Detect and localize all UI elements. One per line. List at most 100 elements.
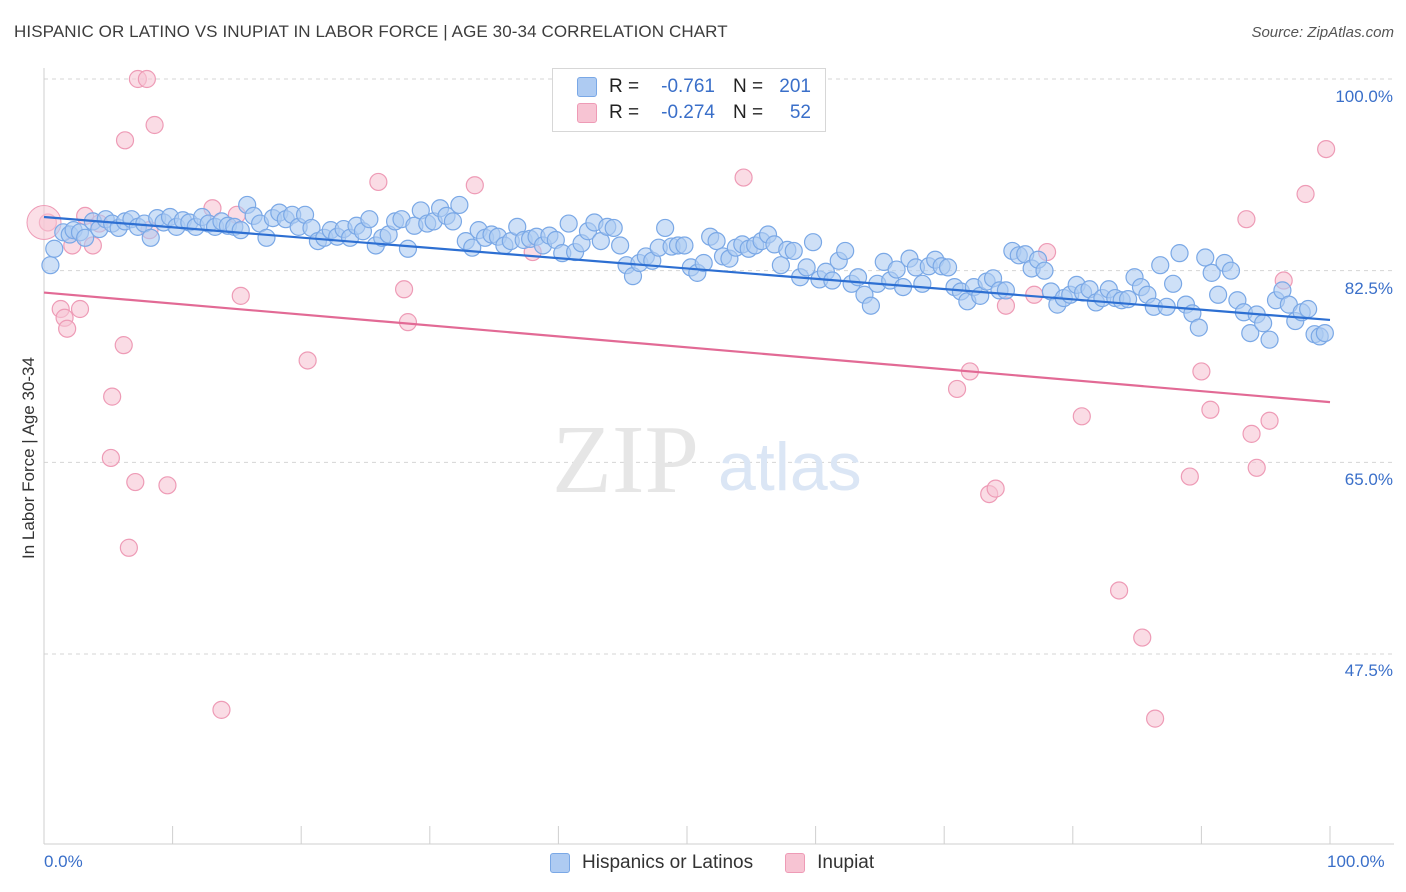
hispanic-point <box>1151 256 1170 275</box>
watermark: ZIP atlas <box>552 406 862 514</box>
inupiat-point <box>1260 411 1279 430</box>
hispanic-point <box>996 281 1016 300</box>
trend-line-hispanics <box>43 215 1331 322</box>
hispanic-point <box>1209 285 1228 304</box>
inupiat-point <box>1109 581 1129 600</box>
hispanic-point <box>141 228 160 247</box>
legend-swatch-blue <box>550 853 570 873</box>
hispanic-point <box>1164 274 1183 293</box>
inupiat-point <box>1242 424 1261 443</box>
axes <box>43 68 1394 845</box>
hispanic-point <box>1254 314 1273 333</box>
legend-n-label: N = <box>733 102 764 123</box>
y-tick-label: 100.0% <box>1335 87 1393 106</box>
hispanic-point <box>1241 323 1260 343</box>
hispanic-point <box>771 256 790 275</box>
hispanic-point <box>76 228 95 247</box>
inupiat-point <box>369 172 388 192</box>
trend-line-inupiat <box>43 291 1331 404</box>
inupiat-point <box>101 448 120 468</box>
inupiat-point-large <box>26 204 62 240</box>
y-tick-label: 47.5% <box>1344 661 1393 680</box>
inupiat-point <box>1247 458 1266 477</box>
hispanic-point <box>450 195 469 215</box>
hispanic-point <box>611 236 630 255</box>
legend-label-inupiat: Inupiat <box>817 852 875 873</box>
inupiat-point <box>137 69 156 89</box>
legend-swatch-pink <box>785 853 806 873</box>
inupiat-point <box>1296 184 1315 204</box>
inupiat-point <box>114 336 133 355</box>
hispanic-point <box>836 241 855 261</box>
legend-item-hispanics[interactable]: Hispanics or Latinos <box>550 852 753 874</box>
legend-r-label: R = <box>609 102 640 123</box>
hispanic-point <box>861 296 880 315</box>
series-hispanics <box>41 195 1334 349</box>
hispanic-point <box>1202 263 1221 282</box>
hispanic-point <box>45 239 64 258</box>
series-legend: Hispanics or Latinos Inupiat <box>550 852 906 874</box>
inupiat-point <box>158 476 177 495</box>
trend-lines <box>43 215 1331 404</box>
inupiat-point <box>394 280 414 299</box>
inupiat-point <box>734 168 753 187</box>
inupiat-point <box>70 299 90 319</box>
hispanic-point <box>1221 261 1241 280</box>
hispanic-point <box>784 241 803 261</box>
hispanic-point <box>707 231 726 251</box>
watermark-zip: ZIP <box>552 406 699 514</box>
legend-r-value: -0.274 <box>661 102 715 123</box>
inupiat-point <box>1201 400 1220 419</box>
hispanic-point <box>694 253 713 273</box>
y-tick-label: 82.5% <box>1344 279 1393 298</box>
hispanic-point <box>938 258 958 277</box>
hispanic-point <box>1260 330 1279 349</box>
x-tick-label-min: 0.0% <box>44 852 83 871</box>
inupiat-point <box>986 479 1005 498</box>
hispanic-point <box>231 221 250 240</box>
hispanic-point <box>1299 299 1318 319</box>
hispanic-point <box>360 210 379 229</box>
hispanic-point <box>41 256 60 275</box>
inupiat-point <box>58 319 77 338</box>
y-axis-label: In Labor Force | Age 30-34 <box>19 357 38 559</box>
legend-item-inupiat[interactable]: Inupiat <box>785 852 874 874</box>
inupiat-point <box>947 379 967 399</box>
hispanic-point <box>797 258 816 277</box>
inupiat-point <box>145 115 164 135</box>
hispanic-point <box>1035 261 1054 280</box>
inupiat-point <box>298 351 317 370</box>
inupiat-point <box>1133 628 1152 647</box>
hispanic-point <box>1170 244 1189 263</box>
hispanic-point <box>1189 318 1208 337</box>
x-axis-ticks <box>43 826 1331 844</box>
inupiat-point <box>103 387 122 406</box>
hispanic-point <box>675 236 694 255</box>
chart-title: HISPANIC OR LATINO VS INUPIAT IN LABOR F… <box>14 22 728 41</box>
hispanic-point <box>559 214 578 233</box>
legend-n-value: 201 <box>779 76 811 97</box>
hispanic-point <box>1315 323 1334 343</box>
x-tick-label-max: 100.0% <box>1327 852 1385 871</box>
legend-swatch-pink <box>577 103 597 123</box>
hispanic-point <box>443 212 463 231</box>
legend-r-label: R = <box>609 76 640 97</box>
legend-n-label: N = <box>733 76 764 97</box>
inupiat-point <box>1237 210 1256 229</box>
hispanic-point <box>656 218 675 238</box>
grid-lines <box>44 78 1394 655</box>
hispanic-point <box>257 228 276 247</box>
inupiat-point <box>1146 709 1165 728</box>
watermark-atlas: atlas <box>718 429 862 505</box>
inupiat-point <box>212 700 231 719</box>
series-inupiat <box>26 69 1336 728</box>
legend-label-hispanics: Hispanics or Latinos <box>582 852 754 873</box>
y-tick-label: 65.0% <box>1344 470 1393 489</box>
inupiat-point <box>231 286 250 305</box>
source-label: Source: ZipAtlas.com <box>1251 24 1394 41</box>
legend-row-inupiat: R = -0.274 N = 52 <box>577 100 811 126</box>
inupiat-point <box>115 131 135 150</box>
inupiat-point <box>1180 467 1199 486</box>
inupiat-point <box>119 538 138 557</box>
